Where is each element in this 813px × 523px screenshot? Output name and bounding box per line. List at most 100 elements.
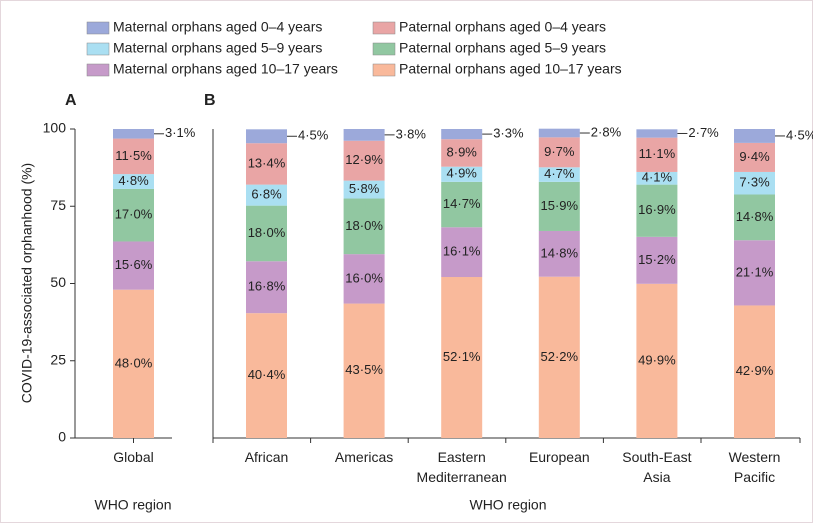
data-label: 11·5% bbox=[115, 148, 152, 163]
legend-swatch bbox=[372, 42, 396, 56]
bar-segment bbox=[538, 167, 580, 182]
y-tick-label: 50 bbox=[50, 274, 66, 290]
panel-label: B bbox=[204, 92, 216, 109]
y-tick-label: 100 bbox=[43, 120, 67, 136]
bar-segment bbox=[734, 129, 775, 143]
data-label: 52·1% bbox=[443, 349, 481, 364]
legend-label: Paternal orphans aged 5–9 years bbox=[399, 40, 606, 56]
data-label: 52·2% bbox=[541, 349, 579, 364]
bar-segment bbox=[343, 303, 385, 438]
bar-segment bbox=[246, 184, 287, 206]
bar-segment bbox=[246, 261, 287, 314]
data-label: 2·8% bbox=[591, 124, 622, 139]
bar-segment bbox=[113, 138, 154, 175]
data-label: 4·8% bbox=[118, 173, 149, 188]
bar-segment bbox=[343, 129, 385, 141]
bar-segment bbox=[343, 254, 385, 304]
data-label: 3·3% bbox=[493, 126, 524, 141]
legend-label: Paternal orphans aged 0–4 years bbox=[399, 19, 606, 35]
bar-segment bbox=[343, 140, 385, 181]
bar-segment bbox=[343, 180, 385, 199]
data-label: 9·4% bbox=[739, 149, 770, 164]
x-tick-label-box: South-East Asia bbox=[622, 449, 692, 485]
legend-swatch bbox=[372, 63, 396, 77]
x-tick-label: South-East Asia bbox=[622, 449, 692, 485]
bar-segment bbox=[636, 236, 678, 284]
bar-segment bbox=[441, 166, 483, 182]
data-label: 5·8% bbox=[349, 181, 380, 196]
bar-segment bbox=[113, 188, 154, 242]
bar-segment bbox=[246, 143, 287, 185]
bar-segment bbox=[734, 171, 775, 195]
data-label: 16·8% bbox=[248, 279, 286, 294]
bar-segment bbox=[246, 313, 287, 438]
bar-segment bbox=[441, 277, 483, 438]
y-tick-label: 25 bbox=[50, 351, 66, 367]
bar-segment bbox=[538, 181, 580, 231]
legend-label: Maternal orphans aged 10–17 years bbox=[113, 61, 338, 77]
panel-label: A bbox=[65, 92, 77, 109]
data-label: 15·6% bbox=[115, 257, 153, 272]
data-label: 2·7% bbox=[688, 125, 719, 140]
data-label: 16·0% bbox=[345, 270, 383, 285]
bar-segment bbox=[113, 289, 154, 438]
x-tick-label-box: Global bbox=[113, 449, 154, 465]
data-label: 48·0% bbox=[115, 355, 153, 370]
legend-label: Maternal orphans aged 5–9 years bbox=[113, 40, 322, 56]
x-axis-label: WHO region bbox=[469, 497, 546, 513]
x-tick-label: Americas bbox=[334, 449, 394, 465]
data-label: 12·9% bbox=[345, 152, 383, 167]
data-label: 42·9% bbox=[736, 363, 774, 378]
bar-segment bbox=[734, 194, 775, 241]
data-label: 4·1% bbox=[642, 170, 673, 185]
bar-segment bbox=[636, 137, 678, 172]
data-label: 16·9% bbox=[638, 202, 676, 217]
y-tick-label: 0 bbox=[58, 429, 66, 445]
data-label: 8·9% bbox=[447, 144, 478, 159]
bar-segment bbox=[734, 142, 775, 172]
bar-segment bbox=[113, 241, 154, 290]
bar-segment bbox=[538, 137, 580, 168]
x-tick-label: European bbox=[528, 449, 590, 465]
bar-segment bbox=[246, 129, 287, 144]
data-label: 49·9% bbox=[638, 352, 676, 367]
bar-segment bbox=[538, 230, 580, 277]
bar-segment bbox=[636, 129, 678, 138]
data-label: 14·8% bbox=[736, 209, 774, 224]
x-tick-label: Eastern Mediterranean bbox=[416, 449, 507, 485]
bar-segment bbox=[734, 240, 775, 306]
bar-segment bbox=[734, 305, 775, 438]
bar-segment bbox=[538, 276, 580, 438]
data-label: 4·7% bbox=[544, 166, 575, 181]
bar-segment bbox=[538, 128, 580, 138]
x-axis-label: WHO region bbox=[94, 497, 171, 513]
data-label: 9·7% bbox=[544, 144, 575, 159]
data-label: 40·4% bbox=[248, 367, 286, 382]
bar-segment bbox=[113, 129, 154, 139]
legend-swatch bbox=[86, 42, 110, 56]
x-tick-label: Western Pacific bbox=[728, 449, 781, 485]
bar-segment bbox=[636, 171, 678, 185]
data-label: 14·7% bbox=[443, 196, 481, 211]
legend-swatch bbox=[372, 21, 396, 35]
data-label: 43·5% bbox=[345, 362, 383, 377]
data-label: 4·5% bbox=[298, 128, 329, 143]
data-label: 18·0% bbox=[345, 218, 383, 233]
data-label: 3·1% bbox=[165, 125, 196, 140]
data-label: 17·0% bbox=[115, 207, 153, 222]
x-tick-label-box: European bbox=[528, 449, 590, 465]
x-tick-label-box: African bbox=[245, 449, 289, 465]
data-label: 15·2% bbox=[638, 252, 676, 267]
data-label: 15·9% bbox=[541, 198, 579, 213]
bar-segment bbox=[441, 181, 483, 228]
data-label: 14·8% bbox=[541, 245, 579, 260]
bar-segment bbox=[441, 139, 483, 167]
bar-segment bbox=[441, 227, 483, 278]
bar-segment bbox=[246, 205, 287, 262]
y-tick-label: 75 bbox=[50, 197, 66, 213]
legend-label: Paternal orphans aged 10–17 years bbox=[399, 61, 622, 77]
bar-segment bbox=[343, 198, 385, 255]
x-tick-label: Global bbox=[113, 449, 154, 465]
data-label: 13·4% bbox=[248, 155, 286, 170]
